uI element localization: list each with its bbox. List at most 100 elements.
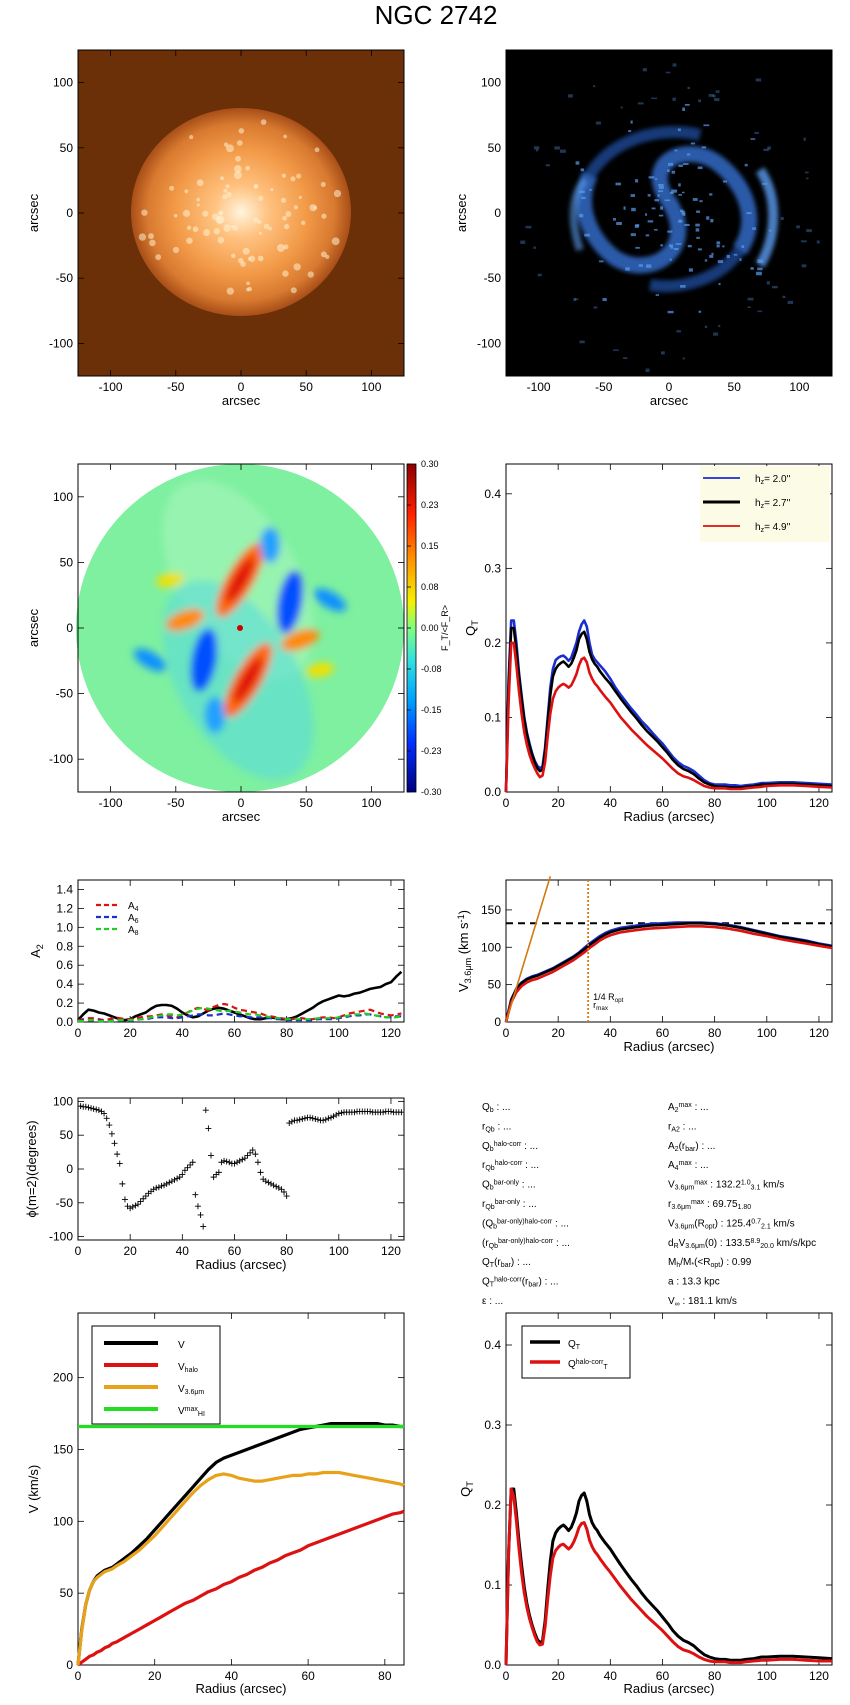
parameter-line: (rQbbar-only)halo-corr : ...: [482, 1238, 570, 1250]
phase-point: [205, 1125, 212, 1132]
phase-point: [140, 1195, 147, 1202]
phase-point: [262, 1178, 269, 1185]
y-tick-label: 0.0: [484, 785, 501, 799]
text-part: halo-corr: [576, 1359, 604, 1366]
x-tick-label: 0: [503, 796, 510, 810]
x-tick-label: 60: [301, 1669, 315, 1683]
star-knot: [189, 135, 194, 140]
residual-knot: [679, 209, 684, 213]
phase-point: [333, 1111, 340, 1118]
colorbar-tick-label: -0.30: [421, 787, 442, 797]
star-knot: [236, 140, 243, 146]
star-knot: [149, 239, 156, 247]
star-knot: [233, 165, 242, 173]
text-part: (0) : 133.5: [705, 1238, 751, 1249]
residual-knot: [680, 284, 686, 288]
residual-knot: [698, 310, 702, 313]
y-axis-label: V3.6μm (km s-1): [456, 910, 473, 992]
phase-point: [90, 1105, 97, 1112]
rmax-annotation-bottom: rmax: [593, 1000, 609, 1012]
star-knot: [285, 211, 292, 217]
residual-knot: [651, 207, 656, 210]
star-knot: [252, 217, 259, 223]
phase-point: [108, 1130, 115, 1137]
y-tick-label: 100: [53, 490, 73, 504]
residual-knot: [704, 259, 708, 262]
qt-legend-label: hz= 2.0'': [755, 474, 790, 486]
phase-point: [187, 1161, 194, 1168]
residual-knot: [672, 97, 676, 101]
text-part: max: [596, 1005, 609, 1012]
residual-knot: [533, 246, 536, 249]
text-part: Q: [568, 1359, 576, 1370]
phase-point: [119, 1180, 126, 1187]
x-tick-label: 120: [381, 1026, 401, 1040]
text-part: Q: [568, 1339, 576, 1350]
x-tick-label: 60: [656, 1026, 670, 1040]
text-part: max: [679, 1160, 693, 1167]
residual-knot: [635, 246, 640, 249]
residual-knot: [744, 163, 748, 167]
text-part: : ...: [552, 1218, 569, 1229]
residual-knot: [630, 233, 636, 237]
text-part: : ...: [494, 1102, 511, 1113]
residual-knot: [766, 281, 770, 285]
star-knot: [223, 188, 228, 193]
text-part: max: [185, 1406, 199, 1413]
phase-point: [380, 1109, 387, 1116]
x-tick-label: 80: [280, 1026, 294, 1040]
x-tick-label: 40: [225, 1669, 239, 1683]
star-knot: [203, 229, 211, 236]
text-part: V: [668, 1296, 675, 1307]
x-tick-label: 50: [728, 380, 742, 394]
residual-knot: [696, 236, 700, 239]
a2-legend-label: A4: [128, 901, 139, 913]
y-tick-label: 0: [66, 621, 73, 635]
residual-knot: [750, 267, 754, 270]
parameter-line: QT(rbar) : ...: [482, 1257, 531, 1269]
axes-layer: -100 -50 0 50 100100500-50-100arcsecarcsec-1…: [24, 49, 833, 1696]
residual-knot: [676, 330, 681, 333]
text-part: h: [755, 522, 761, 533]
galaxy-knots: [138, 119, 342, 295]
residual-knot: [525, 225, 532, 229]
text-part: bar-only)halo-corr: [498, 1238, 554, 1245]
phase-point: [320, 1117, 327, 1124]
x-tick-label: 0: [75, 1244, 82, 1258]
y-tick-label: 0.4: [484, 1338, 501, 1352]
text-part: ) : ...: [695, 1141, 715, 1152]
residual-knot: [688, 268, 693, 272]
y-tick-label: 100: [53, 76, 73, 90]
y-axis-label: arcsec: [26, 193, 41, 232]
residual-knot: [686, 153, 691, 156]
text-part: T: [490, 1282, 495, 1289]
text-part: opt: [705, 1223, 715, 1230]
phase-point: [275, 1184, 282, 1191]
text-part: 1/4 R: [593, 992, 615, 1002]
star-knot: [247, 257, 251, 261]
residual-knot: [733, 253, 738, 256]
text-part: h: [755, 474, 761, 485]
x-tick-label: -100: [99, 380, 123, 394]
star-knot: [141, 209, 148, 216]
residual-knot: [638, 264, 643, 267]
parameter-line: A2max : ...: [668, 1102, 708, 1114]
text-part: (R: [694, 1218, 705, 1229]
star-knot: [226, 287, 234, 295]
text-part: 3.6μm: [675, 1185, 695, 1192]
residual-knot: [768, 229, 772, 232]
y-tick-label: -100: [477, 336, 501, 350]
residual-knot: [684, 104, 690, 106]
vrot-legend-label: Vhalo: [178, 1362, 198, 1374]
text-part: Q: [463, 626, 478, 636]
residual-knot: [726, 254, 730, 259]
residual-knot: [752, 227, 756, 230]
text-part: bar-only: [494, 1180, 520, 1187]
text-part: (r: [522, 1277, 529, 1288]
y-tick-label: -100: [49, 752, 73, 766]
residual-knot: [667, 169, 670, 173]
residual-knot: [698, 99, 702, 103]
residual-knot: [595, 121, 601, 125]
text-part: bar: [528, 1282, 539, 1289]
residual-knot: [654, 229, 658, 231]
